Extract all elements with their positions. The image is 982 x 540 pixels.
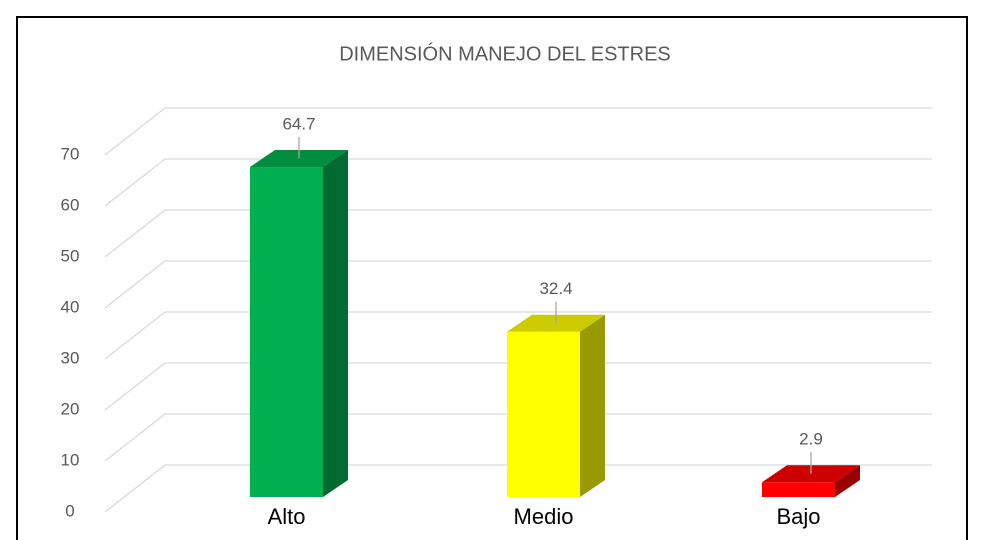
grid-line	[104, 464, 166, 513]
bar-side	[580, 314, 605, 497]
y-tick-label: 0	[65, 501, 74, 520]
y-tick-label: 30	[61, 348, 80, 367]
value-label: 64.7	[282, 115, 315, 134]
chart-frame	[16, 16, 968, 540]
bar	[250, 167, 323, 497]
grid-line	[104, 260, 166, 309]
chart-title: DIMENSIÓN MANEJO DEL ESTRES	[339, 42, 671, 65]
grid-line	[104, 362, 166, 411]
y-tick-label: 60	[61, 195, 80, 214]
grid-line	[104, 413, 166, 462]
y-tick-label: 10	[61, 450, 80, 469]
y-tick-label: 70	[61, 144, 80, 163]
value-label: 2.9	[799, 430, 823, 449]
grid-line	[104, 209, 166, 258]
y-tick-label: 40	[61, 297, 80, 316]
x-tick-label: Medio	[514, 504, 574, 529]
y-tick-label: 50	[61, 246, 80, 265]
grid-line	[104, 158, 166, 207]
y-tick-label: 20	[61, 399, 80, 418]
grid-line	[104, 107, 166, 156]
bar-side	[323, 150, 348, 497]
bar-side	[835, 465, 860, 497]
bar	[507, 331, 580, 497]
x-tick-label: Bajo	[776, 504, 820, 529]
grid-line	[104, 311, 166, 360]
x-tick-label: Alto	[268, 504, 306, 529]
value-label: 32.4	[539, 279, 572, 298]
bar	[762, 482, 835, 497]
